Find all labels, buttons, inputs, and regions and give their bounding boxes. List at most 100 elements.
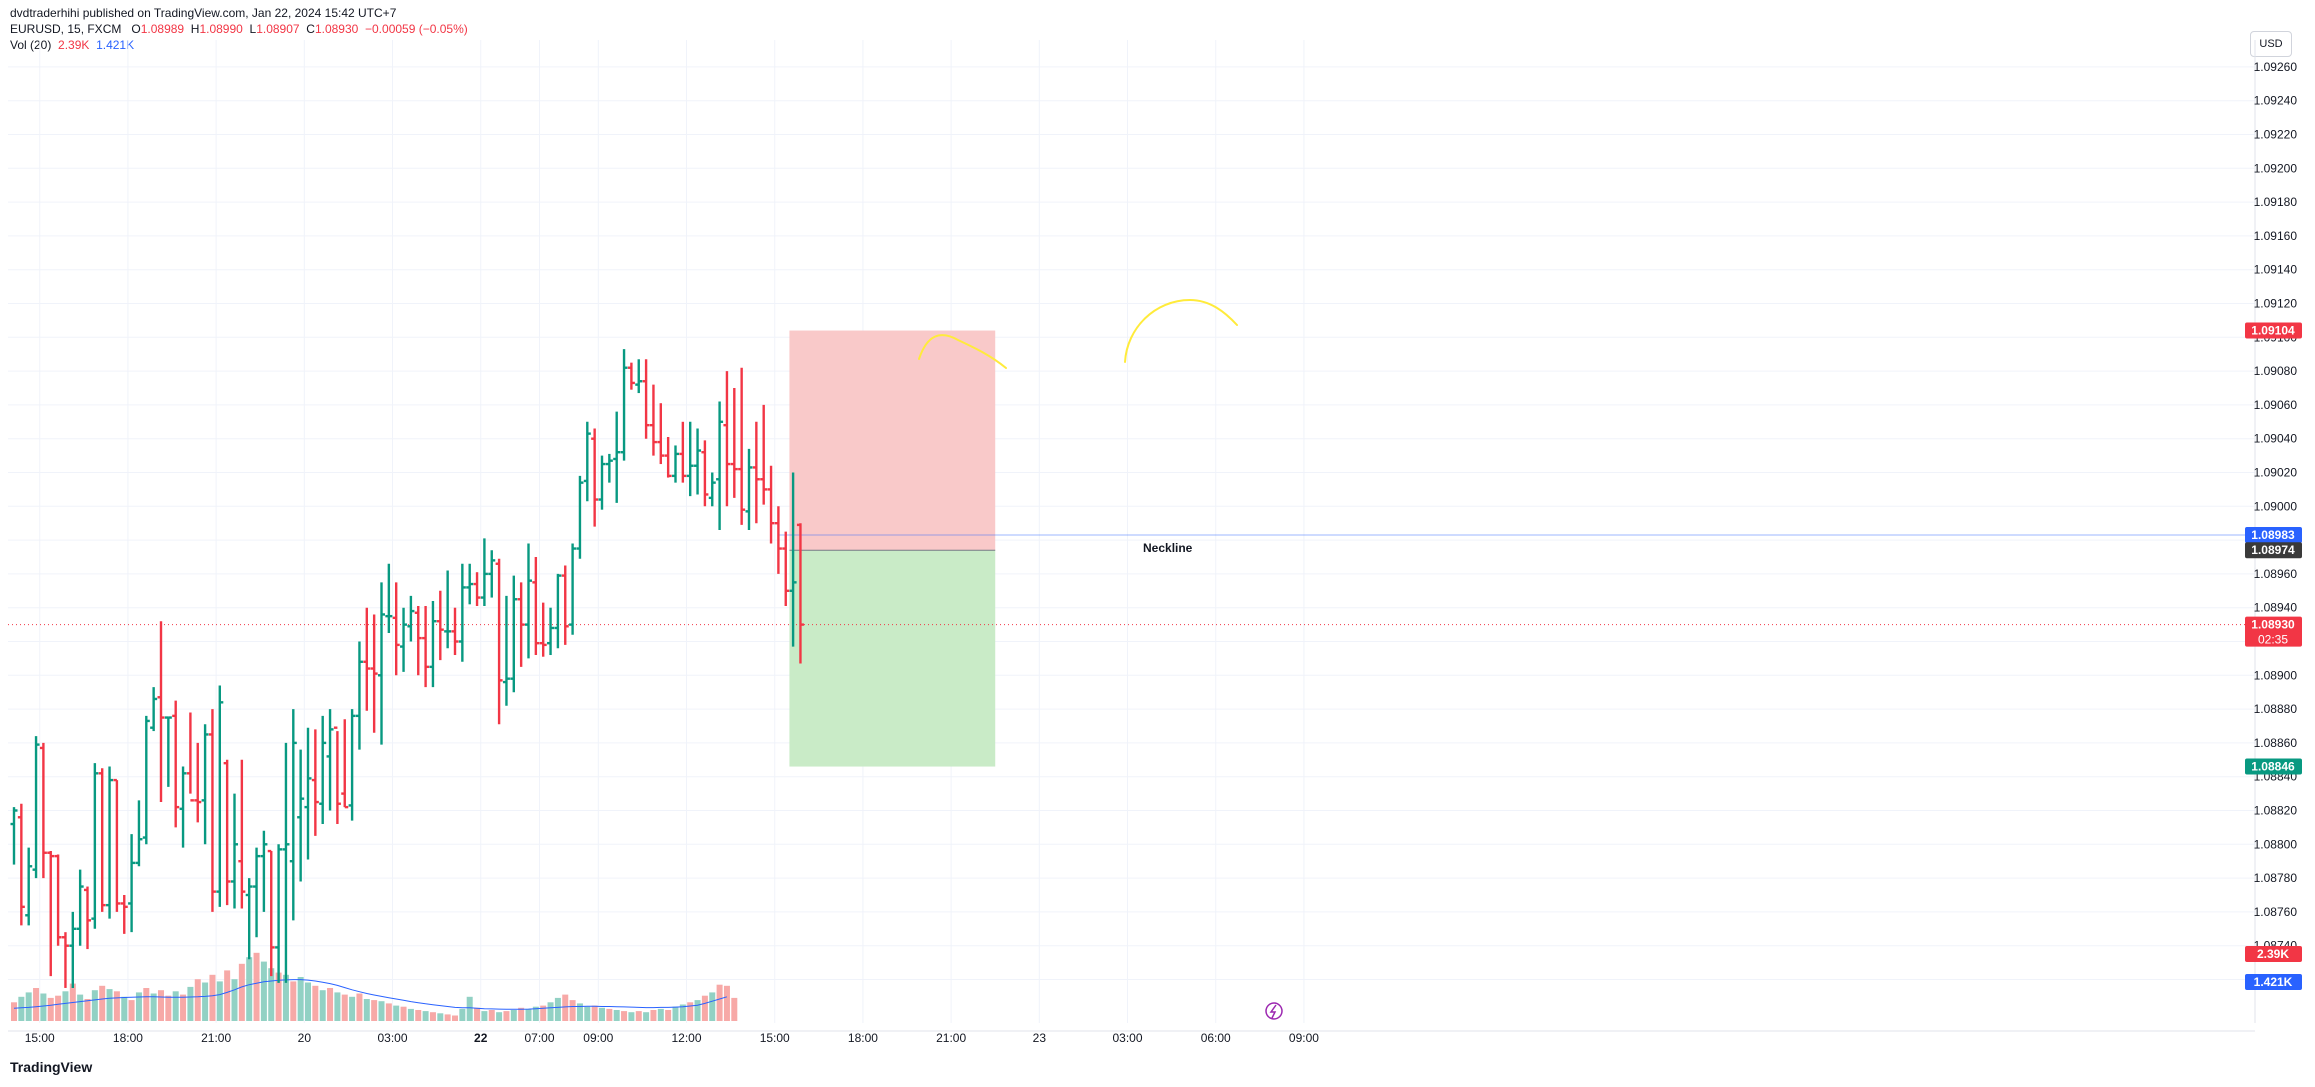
ohlc-bar [569, 543, 577, 635]
volume-bar [429, 1012, 436, 1021]
ohlc-bar [466, 563, 474, 605]
volume-bar [371, 1000, 378, 1021]
ohlc-bar [716, 401, 724, 530]
ohlc-bar [208, 709, 216, 912]
time-tick-label: 15:00 [760, 1031, 790, 1045]
volume-bar [209, 974, 216, 1021]
ohlc-bar [201, 724, 209, 845]
ohlc-bar [752, 421, 760, 524]
ohlc-bar [613, 411, 621, 503]
price-tick-label: 1.08980 [2254, 533, 2298, 547]
ohlc-bar [91, 763, 99, 929]
ohlc-bar [657, 403, 665, 465]
volume-bar [55, 995, 62, 1021]
volume-bar [84, 999, 91, 1021]
volume-bar [11, 1002, 17, 1021]
volume-bar [518, 1007, 525, 1021]
volume-bar [599, 1007, 605, 1021]
volume-bar [459, 1008, 466, 1021]
volume-bar [415, 1010, 422, 1021]
volume-ma-line [13, 979, 728, 1010]
volume-bar [701, 995, 708, 1021]
ohlc-bar [547, 607, 555, 656]
time-tick-label: 20 [298, 1031, 312, 1045]
volume-bar [327, 988, 334, 1021]
ohlc-bar [488, 550, 496, 598]
time-tick-label: 21:00 [936, 1031, 966, 1045]
high-value: 1.08990 [199, 22, 243, 36]
ohlc-bar [591, 428, 599, 527]
price-tick-label: 1.09120 [2254, 297, 2298, 311]
currency-button[interactable]: USD [2250, 31, 2292, 57]
symbol-label[interactable]: EURUSD, 15, FXCM [10, 22, 122, 36]
ohlc-bar [179, 766, 187, 848]
ohlc-bar [172, 700, 180, 828]
ohlc-bar [311, 729, 319, 836]
entry-price-tag [2245, 542, 2302, 559]
ohlc-bar [400, 607, 408, 672]
tradingview-logo[interactable]: TradingView [10, 1059, 92, 1075]
ohlc-bar [10, 807, 18, 865]
ohlc-bar [730, 388, 738, 498]
price-tick-label: 1.08800 [2254, 837, 2298, 851]
volume-bar [158, 990, 164, 1021]
countdown-label: 02:35 [2258, 633, 2288, 647]
ohlc-bar [525, 543, 532, 659]
ohlc-bar [25, 847, 33, 926]
volume-bar [290, 981, 297, 1021]
replay-icon [1265, 1002, 1283, 1020]
ohlc-bar [260, 830, 268, 912]
volume-indicator-label[interactable]: Vol (20) [10, 38, 52, 52]
volume-bar [349, 996, 356, 1021]
volume-bar [665, 1010, 672, 1021]
volume-bar [400, 1006, 407, 1021]
volume-bar [341, 994, 348, 1021]
volume-bar [113, 991, 120, 1021]
ohlc-bar [282, 742, 290, 983]
ohlc-bar [686, 421, 694, 497]
volume-bar [569, 1000, 576, 1021]
volume-bar [143, 988, 150, 1021]
peak-highlight-left [918, 334, 1007, 369]
low-label: L [249, 22, 257, 36]
volume-bar [106, 989, 113, 1021]
volume-bar [33, 988, 40, 1021]
ohlc-bar [319, 715, 327, 825]
ohlc-bar [128, 834, 136, 933]
price-tick-label: 1.08880 [2254, 702, 2298, 716]
ohlc-bar [194, 742, 202, 823]
ohlc-bar [245, 878, 253, 960]
ohlc-bar [436, 590, 444, 661]
volume-ma-value-tag [2245, 974, 2302, 990]
ohlc-bar [627, 362, 635, 390]
ohlc-bar [694, 428, 702, 495]
ohlc-legend: EURUSD, 15, FXCM O1.08989 H1.08990 L1.08… [10, 22, 468, 36]
volume-bar [657, 1008, 664, 1021]
volume-bar [709, 992, 716, 1021]
neckline-price-tag [2245, 527, 2302, 544]
ohlc-bar [135, 800, 143, 867]
volume-bar [194, 979, 201, 1021]
ohlc-bar [76, 869, 84, 946]
ohlc-bar [539, 602, 547, 657]
ohlc-bar [113, 778, 121, 912]
publisher-line: dvdtraderhihi published on TradingView.c… [10, 6, 397, 20]
volume-bar [172, 991, 179, 1021]
price-tick-label: 1.09180 [2254, 195, 2298, 209]
ohlc-bar [598, 455, 606, 510]
volume-bar [356, 993, 363, 1021]
ohlc-bar [642, 359, 650, 439]
ohlc-bar [620, 349, 628, 461]
ohlc-bar [576, 475, 584, 559]
price-tick-label: 1.09100 [2254, 330, 2298, 344]
volume-bar [554, 997, 561, 1021]
neckline-label: Neckline [1143, 541, 1193, 555]
ohlc-bar [502, 595, 510, 706]
volume-bar [393, 1005, 400, 1021]
time-tick-label: 21:00 [201, 1031, 231, 1045]
volume-bar [422, 1011, 429, 1021]
ohlc-bar [554, 573, 562, 649]
volume-bar [385, 1003, 392, 1021]
volume-bar [202, 982, 209, 1021]
